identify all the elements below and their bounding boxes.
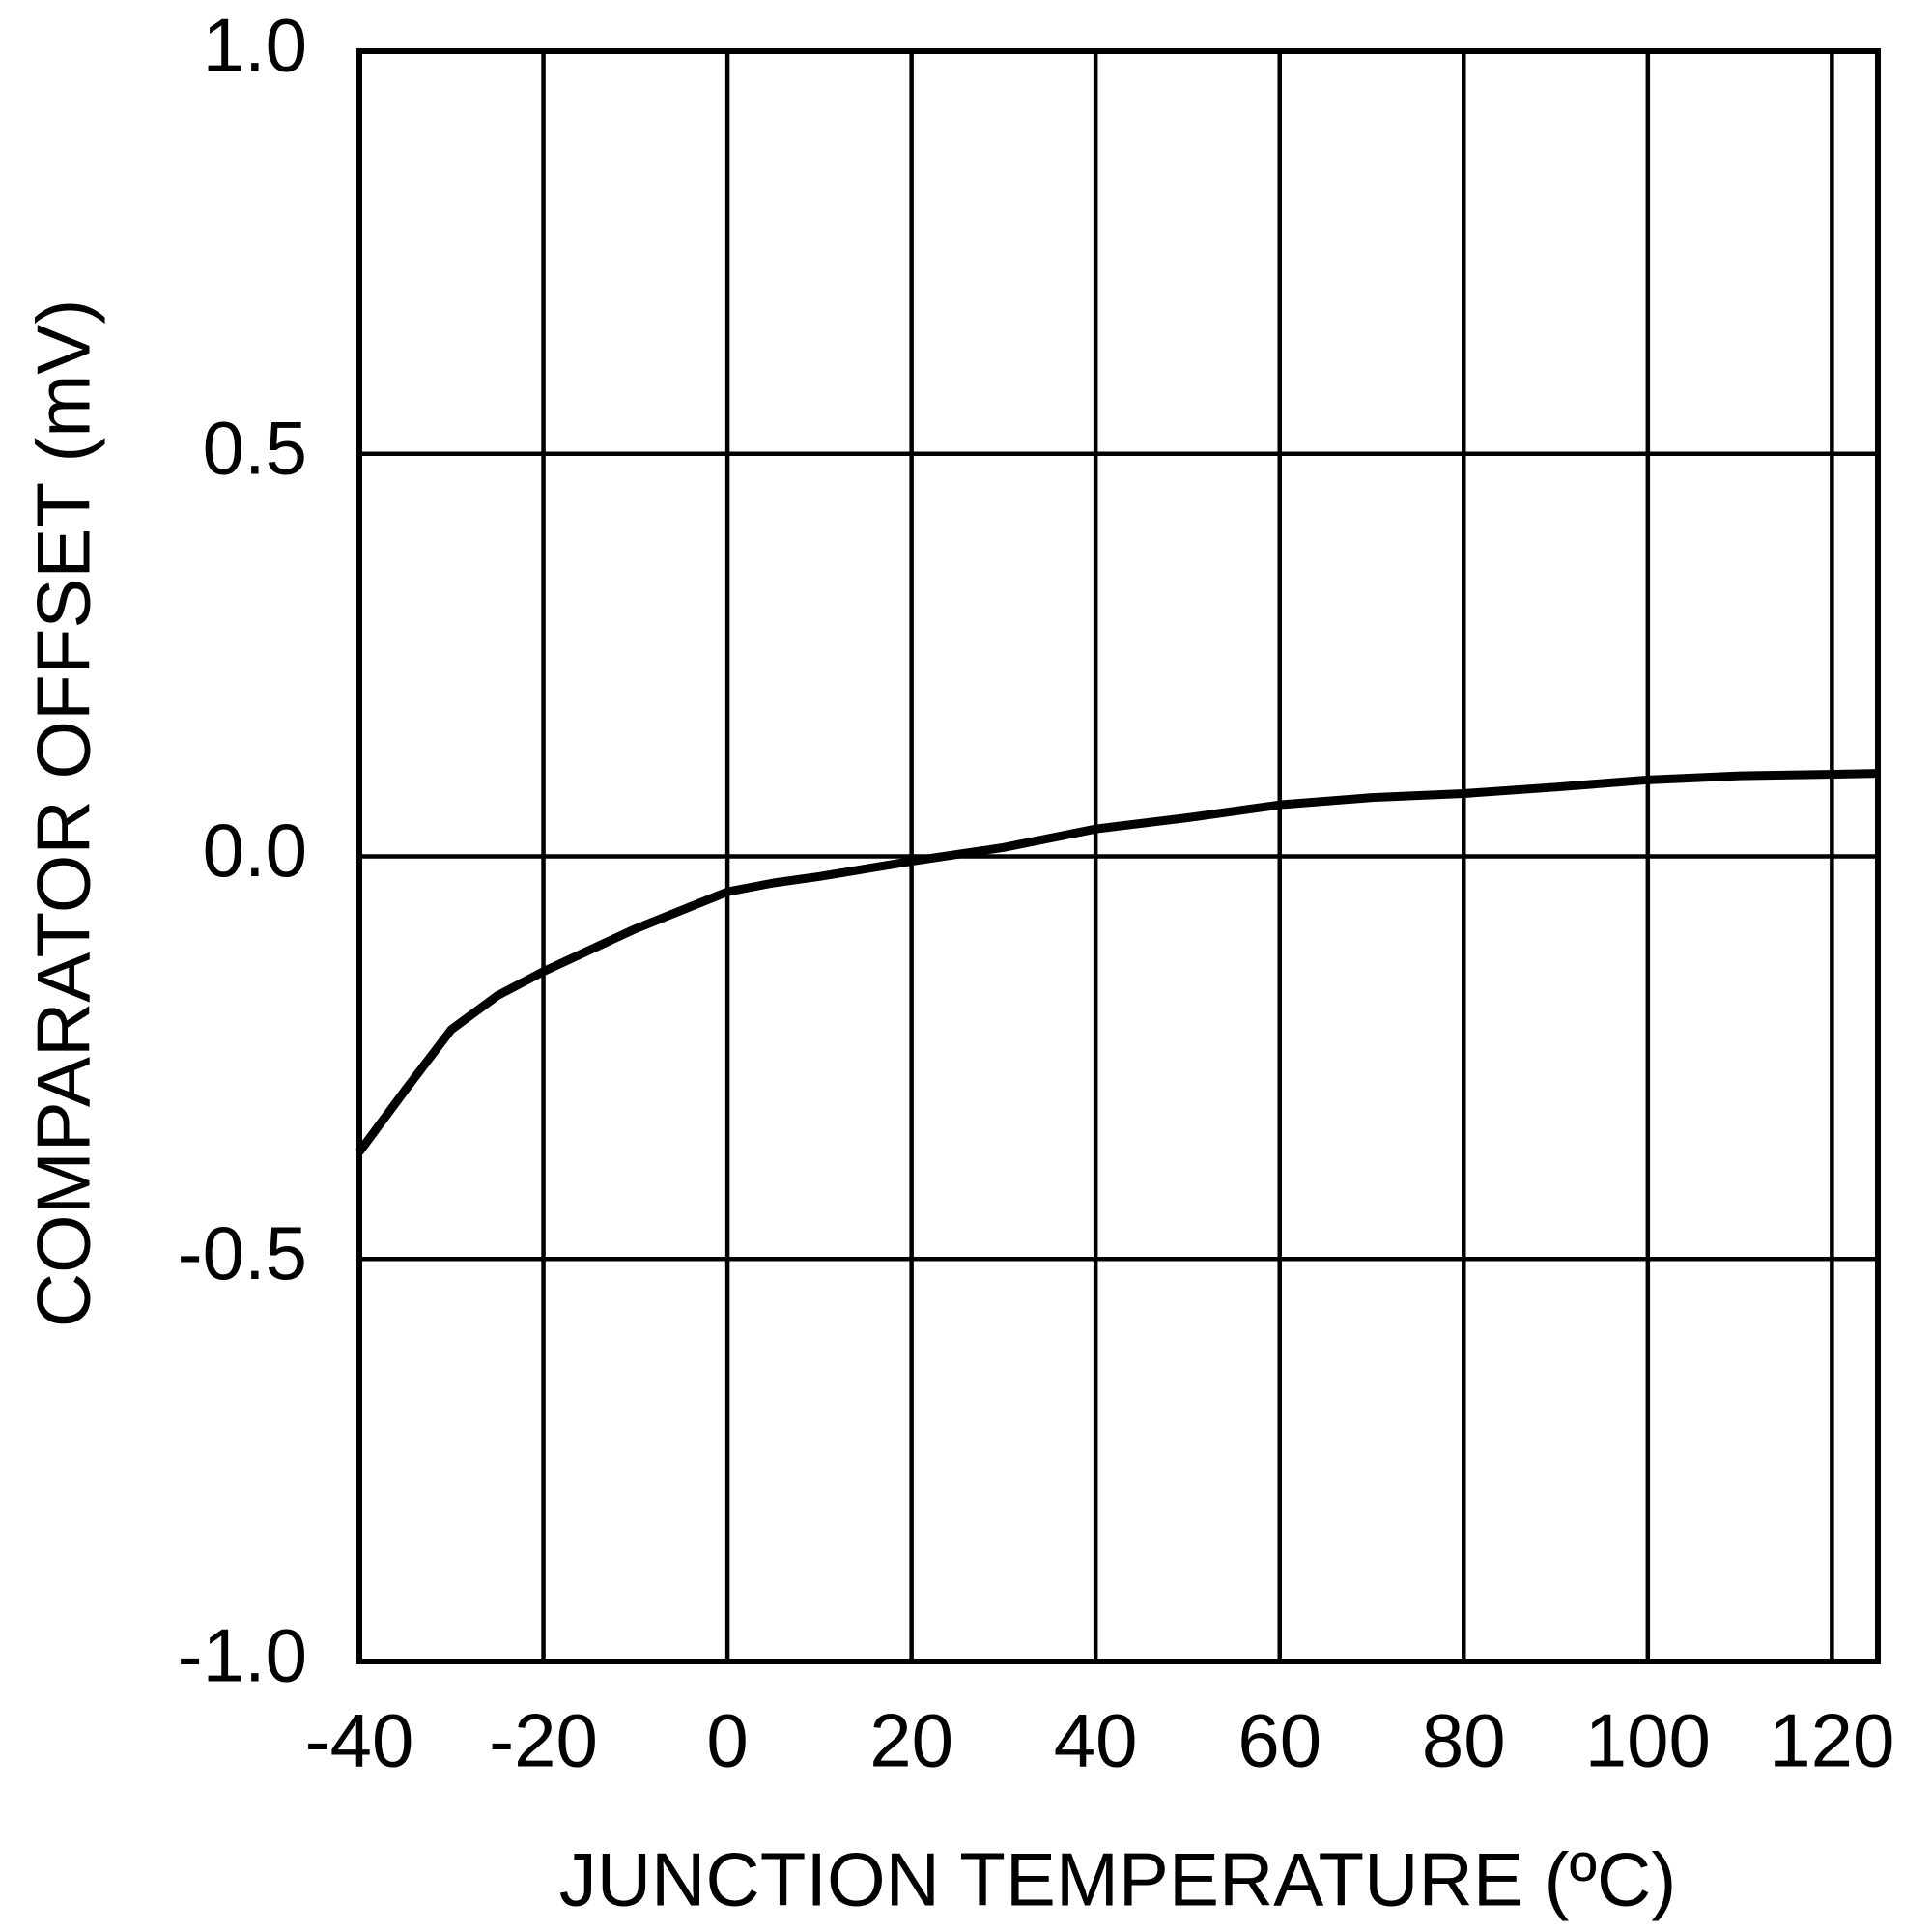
- y-tick-label: 1.0: [203, 3, 307, 88]
- y-tick-label: 0.5: [203, 405, 307, 490]
- x-tick-label: -40: [305, 1698, 414, 1783]
- y-tick-label: -0.5: [178, 1210, 307, 1295]
- x-tick-label: 0: [706, 1698, 748, 1783]
- x-tick-label: 80: [1422, 1698, 1506, 1783]
- x-tick-label: -20: [489, 1698, 598, 1783]
- x-tick-label: 40: [1054, 1698, 1138, 1783]
- data-line: [355, 769, 1879, 1155]
- x-tick-label: 20: [869, 1698, 953, 1783]
- y-tick-label: 0.0: [203, 808, 307, 893]
- x-tick-label: 60: [1237, 1698, 1321, 1783]
- x-tick-label: 100: [1585, 1698, 1711, 1783]
- x-tick-label: 120: [1769, 1698, 1894, 1783]
- y-tick-label: -1.0: [178, 1613, 307, 1698]
- plot-frame: [356, 48, 1881, 1664]
- x-axis-title: JUNCTION TEMPERATURE (ºC): [559, 1837, 1677, 1922]
- y-axis-title: COMPARATOR OFFSET (mV): [21, 299, 106, 1328]
